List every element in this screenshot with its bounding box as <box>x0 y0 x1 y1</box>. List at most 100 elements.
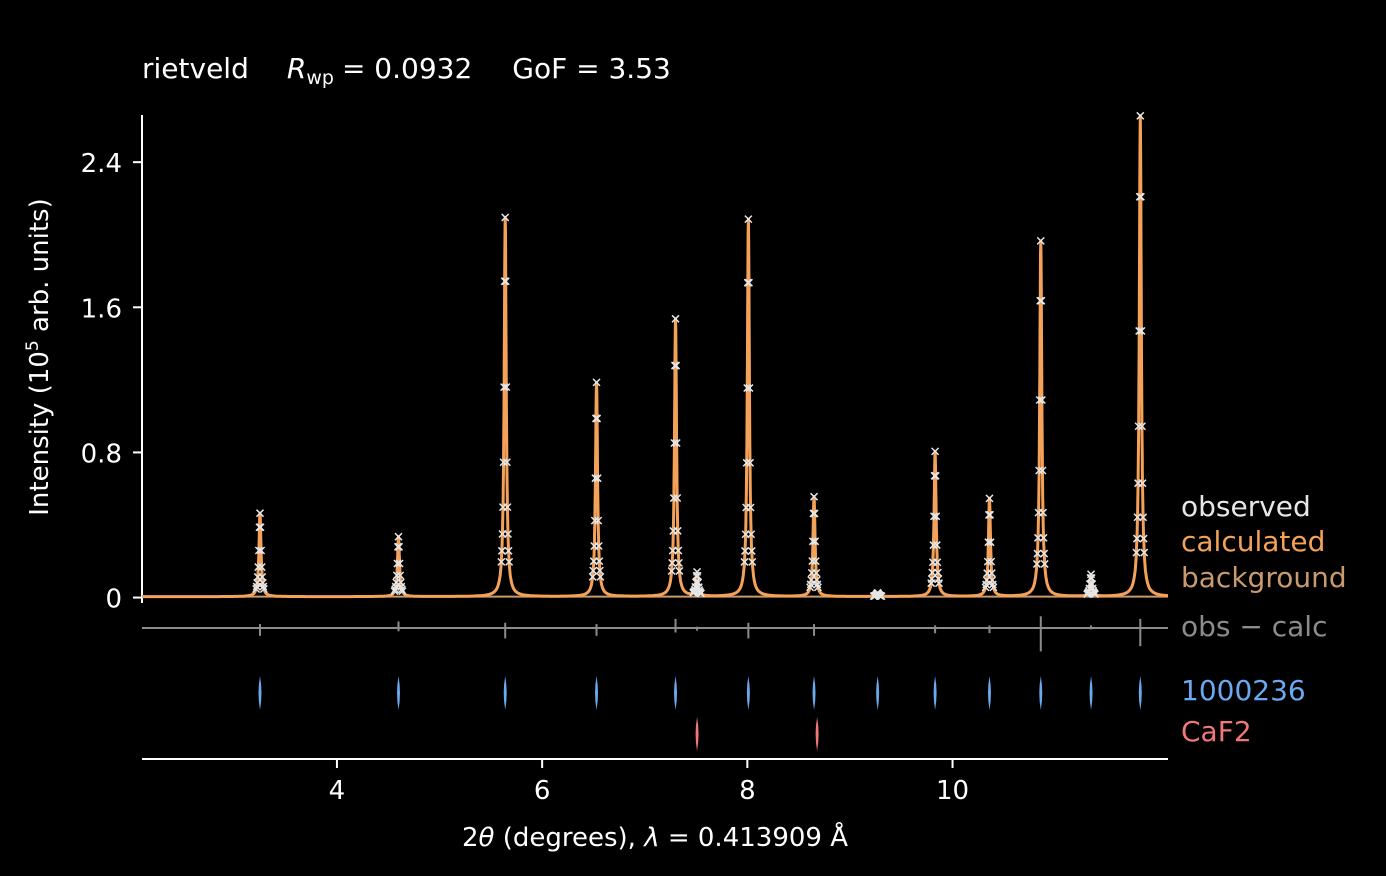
observed-point <box>594 541 603 551</box>
observed-point <box>1132 534 1142 543</box>
observed-point <box>1137 326 1146 335</box>
phase-tick <box>674 676 678 710</box>
observed-point <box>1035 395 1044 405</box>
y-axis-label: Intensity (105 arb. units) <box>23 198 55 515</box>
observed-point <box>1038 508 1048 517</box>
observed-point <box>933 568 942 577</box>
observed-point <box>1140 548 1149 557</box>
x-axis-label: 2θ (degrees), λ = 0.413909 Å <box>462 821 848 853</box>
x-tick-label: 4 <box>329 776 346 806</box>
observed-point <box>591 474 600 483</box>
observed-point <box>675 566 684 575</box>
phase-tick <box>1039 676 1043 710</box>
observed-point <box>1040 549 1049 558</box>
observed-point <box>670 361 679 370</box>
observed-point <box>669 494 678 503</box>
observed-points <box>252 111 1149 601</box>
observed-point <box>1137 422 1146 431</box>
legend-phase2: CaF2 <box>1181 715 1252 748</box>
observed-point <box>1032 559 1041 568</box>
observed-point <box>671 314 680 323</box>
observed-point <box>744 215 753 224</box>
observed-point <box>741 546 750 555</box>
observed-point <box>1134 422 1143 431</box>
observed-point <box>259 584 268 594</box>
observed-point <box>808 537 817 546</box>
x-tick-label: 6 <box>534 776 551 806</box>
rwp-symbol: R <box>287 52 306 85</box>
observed-point <box>501 277 510 286</box>
observed-point <box>811 537 820 546</box>
observed-point <box>398 587 407 596</box>
observed-point <box>592 378 601 387</box>
observed-point <box>497 546 506 555</box>
observed-point <box>255 509 265 518</box>
legend-background: background <box>1181 561 1347 594</box>
observed-point <box>810 509 819 518</box>
observed-point <box>813 580 822 589</box>
legend-phase1: 1000236 <box>1181 674 1306 707</box>
observed-point <box>747 546 756 555</box>
y-tick-label: 1.6 <box>81 294 122 324</box>
rwp-value: = 0.0932 <box>342 52 472 85</box>
observed-point <box>813 583 822 592</box>
x-tick-label: 8 <box>739 776 756 806</box>
gof-value: GoF = 3.53 <box>512 52 671 85</box>
observed-point <box>986 538 995 547</box>
observed-point <box>931 471 940 480</box>
observed-point <box>809 492 819 501</box>
observed-point <box>742 458 751 467</box>
observed-point <box>596 572 605 581</box>
observed-point <box>252 584 261 594</box>
observed-point <box>808 557 817 566</box>
observed-point <box>1040 559 1049 568</box>
observed-point <box>745 383 754 393</box>
observed-point <box>933 558 942 567</box>
observed-point <box>257 546 266 555</box>
observed-point <box>397 585 406 594</box>
observed-point <box>932 512 941 521</box>
observed-point <box>255 523 264 532</box>
observed-point <box>932 541 941 550</box>
phase-tick <box>397 676 400 710</box>
observed-point <box>504 546 513 555</box>
observed-point <box>673 526 682 535</box>
observed-point <box>670 439 679 448</box>
observed-point <box>1039 533 1048 542</box>
observed-point <box>393 559 402 568</box>
observed-point <box>259 582 268 591</box>
phase-tick <box>1089 676 1093 710</box>
observed-point <box>988 580 997 589</box>
observed-point <box>672 438 681 448</box>
observed-point <box>392 571 401 580</box>
y-tick-label: 2.4 <box>81 149 122 179</box>
ylabel-sup: 5 <box>23 340 43 351</box>
observed-point <box>500 277 509 286</box>
y-tick-label: 0.8 <box>81 439 122 469</box>
observed-point <box>674 546 683 555</box>
phase-tick <box>595 676 599 710</box>
observed-point <box>595 557 604 566</box>
observed-point <box>1136 192 1145 201</box>
observed-point <box>987 557 996 566</box>
observed-point <box>591 414 600 423</box>
observed-point <box>745 458 755 467</box>
observed-point <box>740 557 749 566</box>
difference-curve <box>142 616 1168 652</box>
observed-point <box>929 541 938 550</box>
observed-point <box>934 579 944 588</box>
observed-point <box>257 563 266 572</box>
observed-point <box>691 578 700 587</box>
observed-point <box>590 516 599 525</box>
phase-tick <box>695 717 699 751</box>
observed-point <box>1037 395 1046 405</box>
observed-point <box>748 557 757 566</box>
observed-point <box>393 542 402 551</box>
phase-tick <box>258 676 262 710</box>
observed-point <box>391 585 400 594</box>
legend-observed: observed <box>1181 490 1311 523</box>
chart-title: rietveld Rwp = 0.0932 GoF = 3.53 <box>142 52 671 89</box>
observed-point <box>696 589 705 598</box>
phase-tick <box>876 676 880 710</box>
